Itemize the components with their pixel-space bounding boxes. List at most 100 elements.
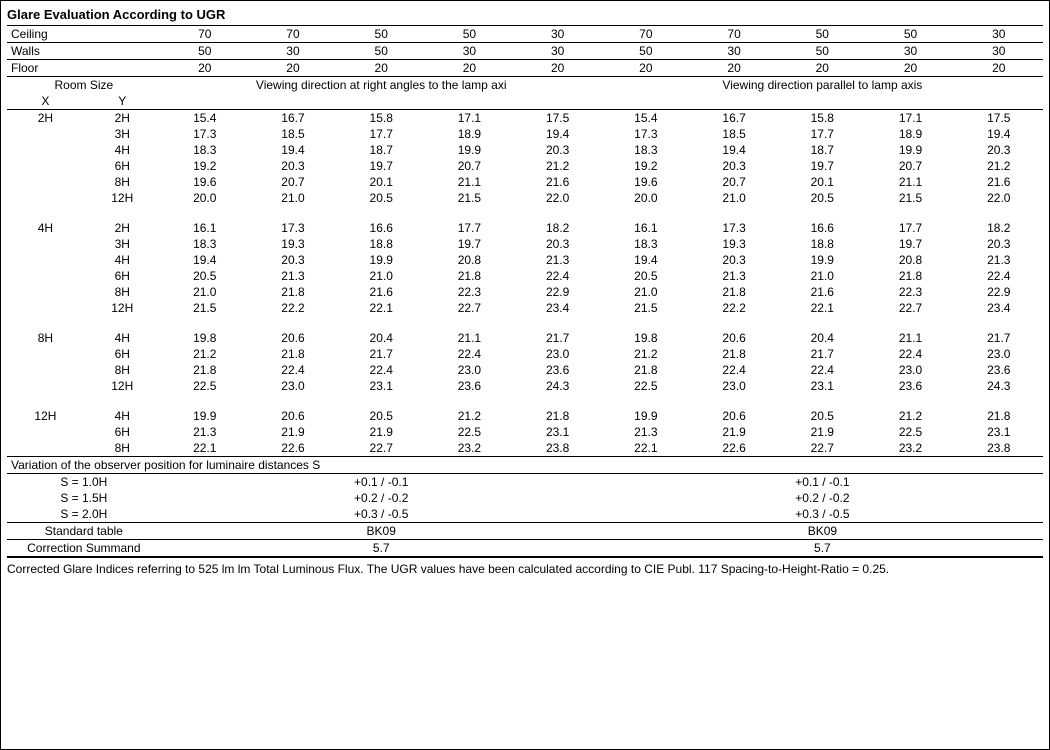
table-row: 6H21.221.821.722.423.021.221.821.722.423… xyxy=(7,346,1043,362)
value-cell: 19.4 xyxy=(955,126,1043,142)
y-cell: 4H xyxy=(84,142,161,158)
value-cell: 21.3 xyxy=(514,252,602,268)
value-cell: 23.6 xyxy=(425,378,513,394)
table-row: 8H19.620.720.121.121.619.620.720.121.121… xyxy=(7,174,1043,190)
value-cell: 21.8 xyxy=(425,268,513,284)
value-cell: 22.7 xyxy=(866,300,954,316)
table-row: 3H18.319.318.819.720.318.319.318.819.720… xyxy=(7,236,1043,252)
table-row: 8H22.122.622.723.223.822.122.622.723.223… xyxy=(7,440,1043,457)
value-cell: 18.2 xyxy=(955,220,1043,236)
value-cell: 19.6 xyxy=(602,174,690,190)
value-cell: 19.7 xyxy=(425,236,513,252)
value-cell: 19.2 xyxy=(602,158,690,174)
value-cell: 21.5 xyxy=(425,190,513,206)
value-cell: 20.5 xyxy=(161,268,249,284)
value-cell: 22.4 xyxy=(690,362,778,378)
value-cell: 20.7 xyxy=(690,174,778,190)
variation-left: +0.3 / -0.5 xyxy=(161,506,602,523)
table-row: 8H4H19.820.620.421.121.719.820.620.421.1… xyxy=(7,330,1043,346)
variation-left: +0.1 / -0.1 xyxy=(161,474,602,491)
x-cell: 12H xyxy=(7,408,84,424)
table-row: 2H2H15.416.715.817.117.515.416.715.817.1… xyxy=(7,110,1043,127)
value-cell: 19.6 xyxy=(161,174,249,190)
value-cell: 22.4 xyxy=(249,362,337,378)
x-cell xyxy=(7,158,84,174)
value-cell: 18.3 xyxy=(161,142,249,158)
value-cell: 20.6 xyxy=(249,408,337,424)
value-cell: 17.3 xyxy=(602,126,690,142)
value-cell: 20.0 xyxy=(602,190,690,206)
y-label: Y xyxy=(84,93,161,110)
value-cell: 17.1 xyxy=(425,110,513,127)
y-cell: 12H xyxy=(84,190,161,206)
variation-body: S = 1.0H+0.1 / -0.1+0.1 / -0.1S = 1.5H+0… xyxy=(7,474,1043,523)
table-row: 12H22.523.023.123.624.322.523.023.123.62… xyxy=(7,378,1043,394)
value-cell: 23.0 xyxy=(425,362,513,378)
value-cell: 20.6 xyxy=(690,330,778,346)
data-body: 2H2H15.416.715.817.117.515.416.715.817.1… xyxy=(7,110,1043,457)
table-row: 6H21.321.921.922.523.121.321.921.922.523… xyxy=(7,424,1043,440)
value-cell: 20.5 xyxy=(778,408,866,424)
y-cell: 3H xyxy=(84,126,161,142)
table-title: Glare Evaluation According to UGR xyxy=(7,5,1043,26)
value-cell: 23.4 xyxy=(514,300,602,316)
x-cell xyxy=(7,362,84,378)
value-cell: 22.6 xyxy=(690,440,778,457)
table-row: 6H20.521.321.021.822.420.521.321.021.822… xyxy=(7,268,1043,284)
ceiling-row: Ceiling 70 70 50 50 30 70 70 50 50 30 xyxy=(7,26,1043,43)
walls-row: Walls 50 30 50 30 30 50 30 50 30 30 xyxy=(7,43,1043,60)
value-cell: 17.7 xyxy=(337,126,425,142)
standard-label-1: Standard table xyxy=(7,523,161,540)
y-cell: 8H xyxy=(84,174,161,190)
value-cell: 21.7 xyxy=(778,346,866,362)
value-cell: 20.5 xyxy=(337,190,425,206)
value-cell: 20.4 xyxy=(337,330,425,346)
variation-right: +0.3 / -0.5 xyxy=(602,506,1043,523)
value-cell: 17.7 xyxy=(778,126,866,142)
ugr-glare-table: Glare Evaluation According to UGR Ceilin… xyxy=(0,0,1050,750)
value-cell: 23.1 xyxy=(778,378,866,394)
value-cell: 21.9 xyxy=(690,424,778,440)
value-cell: 16.6 xyxy=(337,220,425,236)
value-cell: 21.2 xyxy=(955,158,1043,174)
value-cell: 23.6 xyxy=(866,378,954,394)
table-row: 8H21.822.422.423.023.621.822.422.423.023… xyxy=(7,362,1043,378)
y-cell: 6H xyxy=(84,424,161,440)
value-cell: 21.3 xyxy=(249,268,337,284)
value-cell: 23.2 xyxy=(866,440,954,457)
y-cell: 6H xyxy=(84,268,161,284)
value-cell: 20.0 xyxy=(161,190,249,206)
standard-row-1: Standard table BK09 BK09 xyxy=(7,523,1043,540)
value-cell: 21.5 xyxy=(866,190,954,206)
x-cell xyxy=(7,174,84,190)
value-cell: 15.4 xyxy=(161,110,249,127)
standard-right-2: 5.7 xyxy=(602,540,1043,557)
value-cell: 18.8 xyxy=(778,236,866,252)
variation-right: +0.2 / -0.2 xyxy=(602,490,1043,506)
value-cell: 22.5 xyxy=(161,378,249,394)
y-cell: 6H xyxy=(84,346,161,362)
variation-label: S = 1.0H xyxy=(7,474,161,491)
value-cell: 20.3 xyxy=(514,142,602,158)
variation-header-row: Variation of the observer position for l… xyxy=(7,457,1043,474)
variation-row: S = 2.0H+0.3 / -0.5+0.3 / -0.5 xyxy=(7,506,1043,523)
x-cell xyxy=(7,440,84,457)
table-row: 12H21.522.222.122.723.421.522.222.122.72… xyxy=(7,300,1043,316)
variation-left: +0.2 / -0.2 xyxy=(161,490,602,506)
value-cell: 20.4 xyxy=(778,330,866,346)
value-cell: 21.0 xyxy=(249,190,337,206)
table-row: 4H19.420.319.920.821.319.420.319.920.821… xyxy=(7,252,1043,268)
value-cell: 23.6 xyxy=(514,362,602,378)
x-cell xyxy=(7,346,84,362)
y-cell: 2H xyxy=(84,110,161,127)
value-cell: 20.3 xyxy=(249,252,337,268)
value-cell: 21.3 xyxy=(690,268,778,284)
value-cell: 18.3 xyxy=(602,142,690,158)
value-cell: 23.0 xyxy=(955,346,1043,362)
value-cell: 19.9 xyxy=(161,408,249,424)
x-cell xyxy=(7,126,84,142)
value-cell: 21.0 xyxy=(337,268,425,284)
value-cell: 22.5 xyxy=(866,424,954,440)
value-cell: 22.4 xyxy=(955,268,1043,284)
table-row: 12H20.021.020.521.522.020.021.020.521.52… xyxy=(7,190,1043,206)
